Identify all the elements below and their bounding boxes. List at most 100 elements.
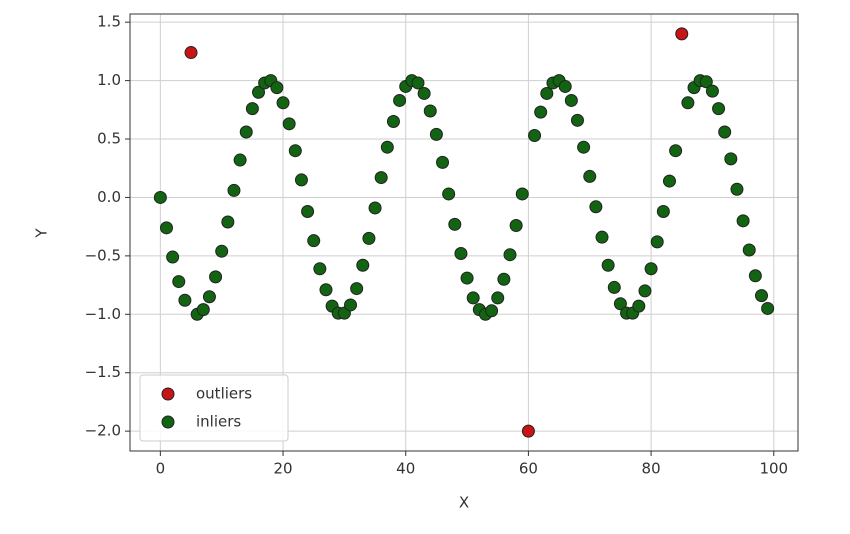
point xyxy=(245,102,259,116)
point xyxy=(442,187,456,201)
point xyxy=(509,218,523,232)
point xyxy=(288,144,302,158)
point xyxy=(202,290,216,304)
y-tick-label: 0.5 xyxy=(97,130,121,148)
legend-marker xyxy=(161,415,175,429)
point xyxy=(172,275,186,289)
point xyxy=(393,93,407,107)
y-tick-label: 1.5 xyxy=(97,13,121,31)
point xyxy=(448,217,462,231)
point xyxy=(239,125,253,139)
point xyxy=(761,301,775,315)
point xyxy=(534,105,548,119)
point xyxy=(712,102,726,116)
point xyxy=(742,243,756,257)
point xyxy=(417,86,431,100)
point xyxy=(215,244,229,258)
point xyxy=(570,113,584,127)
point xyxy=(368,201,382,215)
point xyxy=(307,234,321,248)
point xyxy=(736,214,750,228)
point xyxy=(699,75,713,89)
x-tick-label: 20 xyxy=(273,460,292,478)
point xyxy=(669,144,683,158)
point xyxy=(503,248,517,262)
point xyxy=(362,231,376,245)
point xyxy=(386,114,400,128)
point xyxy=(196,303,210,317)
point xyxy=(755,289,769,303)
y-tick-label: −1.0 xyxy=(85,305,121,323)
point xyxy=(166,250,180,264)
point xyxy=(748,269,762,283)
legend-label: inliers xyxy=(196,413,241,431)
point xyxy=(491,291,505,305)
point xyxy=(675,27,689,41)
point xyxy=(454,247,468,261)
point xyxy=(374,171,388,185)
point xyxy=(252,85,266,99)
point xyxy=(221,215,235,229)
point xyxy=(638,284,652,298)
point xyxy=(466,291,480,305)
point xyxy=(730,182,744,196)
point xyxy=(485,304,499,318)
point xyxy=(282,117,296,131)
point xyxy=(423,104,437,118)
point xyxy=(313,262,327,276)
x-tick-label: 60 xyxy=(519,460,538,478)
point xyxy=(319,283,333,297)
point xyxy=(436,155,450,169)
plot-frame xyxy=(129,13,799,452)
point xyxy=(521,424,535,438)
x-tick-label: 0 xyxy=(156,460,166,478)
y-tick-label: −1.5 xyxy=(85,363,121,381)
point xyxy=(558,79,572,93)
point xyxy=(644,262,658,276)
point xyxy=(227,183,241,197)
point xyxy=(270,81,284,95)
y-tick-label: −2.0 xyxy=(85,422,121,440)
x-tick-label: 80 xyxy=(642,460,661,478)
y-axis-label: Y xyxy=(33,228,51,239)
point xyxy=(159,221,173,235)
y-tick-label: −0.5 xyxy=(85,246,121,264)
y-tick-label: 0.0 xyxy=(97,188,121,206)
point xyxy=(718,125,732,139)
x-tick-label: 100 xyxy=(759,460,788,478)
point xyxy=(607,280,621,294)
point xyxy=(613,297,627,311)
point xyxy=(632,299,646,313)
point xyxy=(601,258,615,272)
point xyxy=(294,173,308,187)
point xyxy=(233,153,247,167)
legend-label: outliers xyxy=(196,385,252,403)
point xyxy=(515,187,529,201)
point xyxy=(528,129,542,143)
x-axis-label: X xyxy=(459,494,469,512)
legend-box xyxy=(139,374,289,442)
point xyxy=(583,169,597,183)
point xyxy=(460,271,474,285)
point xyxy=(153,190,167,204)
point xyxy=(497,272,511,286)
point xyxy=(429,127,443,141)
point xyxy=(301,204,315,218)
point xyxy=(650,235,664,249)
legend-marker xyxy=(161,387,175,401)
y-tick-label: 1.0 xyxy=(97,71,121,89)
point xyxy=(411,76,425,90)
point xyxy=(184,46,198,60)
point xyxy=(705,84,719,98)
point xyxy=(356,258,370,272)
point xyxy=(577,140,591,154)
point xyxy=(380,140,394,154)
point xyxy=(178,293,192,307)
x-tick-label: 40 xyxy=(396,460,415,478)
point xyxy=(662,174,676,188)
point xyxy=(344,298,358,312)
point xyxy=(724,152,738,166)
point xyxy=(540,86,554,100)
point xyxy=(595,230,609,244)
